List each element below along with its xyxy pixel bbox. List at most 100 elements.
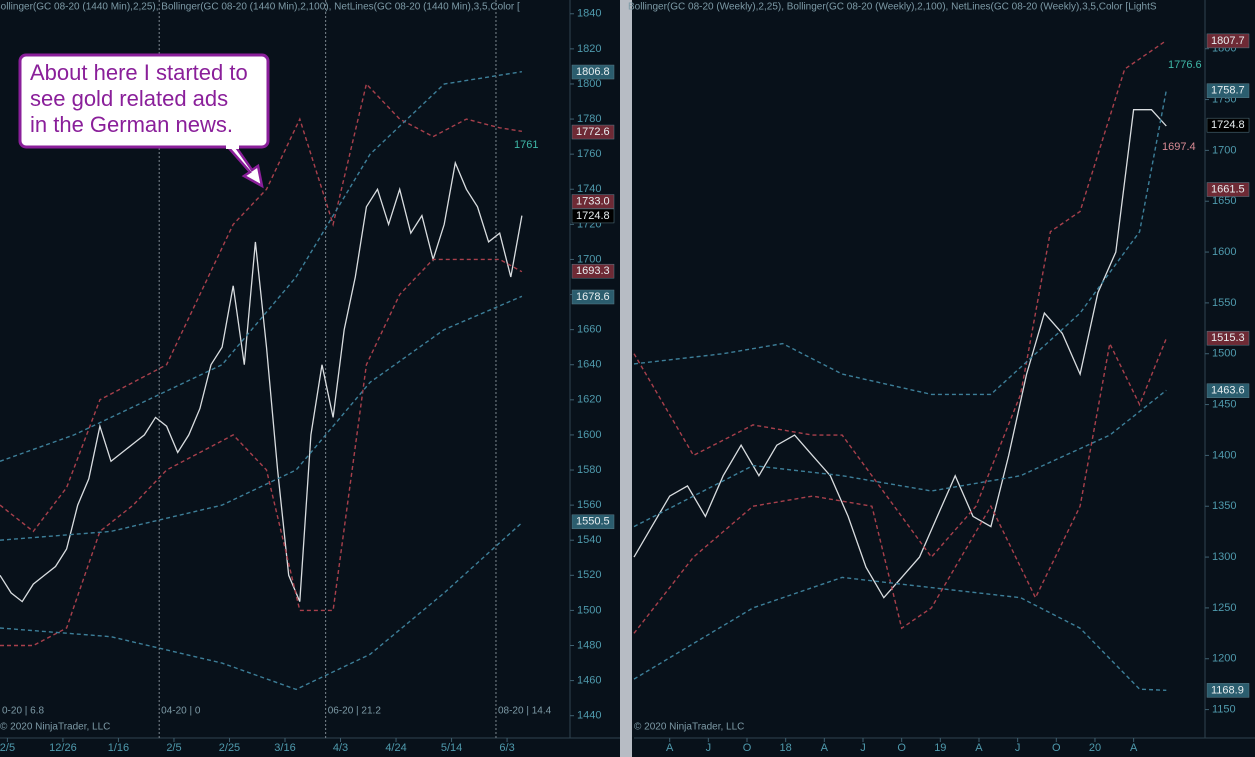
price-tag-label: 1693.3 xyxy=(576,265,610,277)
x-tick-label: J xyxy=(860,742,866,754)
price-tag xyxy=(571,514,615,530)
x-tick-label: O xyxy=(1052,742,1061,754)
band-line xyxy=(633,389,1167,528)
y-tick-label: 1550 xyxy=(1212,297,1236,309)
x-tick-label: O xyxy=(743,742,752,754)
y-tick-label: 1150 xyxy=(1212,703,1236,715)
price-line xyxy=(0,160,523,603)
x-tick-label: 4/3 xyxy=(333,742,348,754)
x-tick-label: 2/25 xyxy=(219,742,240,754)
band-line xyxy=(0,522,523,691)
callout-box xyxy=(18,53,270,149)
price-tag-label: 1463.6 xyxy=(1211,385,1245,397)
x-tick-label: 12/26 xyxy=(49,742,77,754)
y-tick-label: 1700 xyxy=(1212,144,1236,156)
x-tick-label: A xyxy=(975,742,983,754)
price-tag-label: 1807.7 xyxy=(1211,35,1245,47)
x-tick-label: A xyxy=(1130,742,1138,754)
y-tick-label: 1600 xyxy=(577,429,601,441)
period-label: 08-20 | 14.4 xyxy=(498,706,552,717)
panel-separator xyxy=(620,0,632,757)
price-tag xyxy=(571,208,615,224)
copyright: © 2020 NinjaTrader, LLC xyxy=(634,722,744,733)
y-tick-label: 1620 xyxy=(577,394,601,406)
callout-text: About here I started to xyxy=(30,60,248,85)
price-tag-label: 1758.7 xyxy=(1211,85,1245,97)
price-tag xyxy=(571,289,615,305)
x-tick-label: 3/16 xyxy=(274,742,295,754)
y-tick-label: 1400 xyxy=(1212,449,1236,461)
y-tick-label: 1640 xyxy=(577,359,601,371)
x-tick-label: O xyxy=(897,742,906,754)
y-tick-label: 1820 xyxy=(577,43,601,55)
y-tick-label: 1500 xyxy=(577,604,601,616)
price-tag-label: 1733.0 xyxy=(576,195,610,207)
x-tick-label: J xyxy=(1015,742,1021,754)
y-tick-label: 1520 xyxy=(577,569,601,581)
y-tick-label: 1650 xyxy=(1212,195,1236,207)
band-line xyxy=(0,82,523,533)
price-tag xyxy=(1206,83,1250,98)
price-line xyxy=(633,109,1167,599)
x-tick-label: 4/24 xyxy=(385,742,406,754)
x-tick-label: 1/16 xyxy=(108,742,129,754)
price-tag-label: 1661.5 xyxy=(1211,183,1245,195)
price-tag xyxy=(571,64,615,80)
y-tick-label: 1460 xyxy=(577,675,601,687)
x-tick-label: J xyxy=(706,742,712,754)
y-tick-label: 1300 xyxy=(1212,551,1236,563)
price-tag-label: 1168.9 xyxy=(1211,684,1244,696)
y-tick-label: 1450 xyxy=(1212,398,1236,410)
y-tick-label: 1540 xyxy=(577,534,601,546)
chart-panel: Bollinger(GC 08-20 (1440 Min),2,25), Bol… xyxy=(0,0,620,754)
price-tag-label: 1724.8 xyxy=(1211,119,1245,131)
y-tick-label: 1480 xyxy=(577,639,601,651)
band-line xyxy=(633,90,1167,396)
x-tick-label: 18 xyxy=(780,742,792,754)
y-tick-label: 1760 xyxy=(577,148,601,160)
period-label: 0-20 | 6.8 xyxy=(2,706,45,717)
callout-arrow xyxy=(225,145,264,189)
chart-panel: Bollinger(GC 08-20 (Weekly),2,25), Bolli… xyxy=(628,0,1255,754)
price-tag-label: 1515.3 xyxy=(1211,332,1245,344)
price-tag xyxy=(1206,117,1250,133)
band-line xyxy=(633,40,1167,559)
band-line xyxy=(0,258,523,647)
price-tag xyxy=(571,194,615,209)
period-label: 04-20 | 0 xyxy=(161,706,201,717)
y-tick-label: 1440 xyxy=(577,710,601,722)
price-tag-label: 1806.8 xyxy=(576,66,610,78)
price-tag-label: 1724.8 xyxy=(576,210,610,222)
y-tick-label: 1250 xyxy=(1212,602,1236,614)
price-annotation: 1697.4 xyxy=(1162,141,1196,153)
callout-text: in the German news. xyxy=(30,112,233,137)
price-tag-label: 1678.6 xyxy=(576,291,610,303)
callout-patch xyxy=(226,143,239,149)
period-label: 06-20 | 21.2 xyxy=(328,706,382,717)
chart-header: Bollinger(GC 08-20 (Weekly),2,25), Bolli… xyxy=(628,2,1157,13)
y-tick-label: 1600 xyxy=(1212,246,1236,258)
chart-header: Bollinger(GC 08-20 (1440 Min),2,25), Bol… xyxy=(0,2,520,13)
y-tick-label: 1560 xyxy=(577,499,601,511)
y-tick-label: 1350 xyxy=(1212,500,1236,512)
y-tick-label: 1200 xyxy=(1212,653,1236,665)
price-annotation: 1761 xyxy=(514,139,538,151)
x-tick-label: 5/14 xyxy=(441,742,462,754)
x-tick-label: 19 xyxy=(934,742,946,754)
price-annotation: 1776.6 xyxy=(1168,59,1202,71)
y-tick-label: 1800 xyxy=(577,78,601,90)
y-tick-label: 1780 xyxy=(577,113,601,125)
price-tag xyxy=(1206,182,1250,197)
callout-text: see gold related ads xyxy=(30,86,228,111)
price-tag xyxy=(1206,330,1250,346)
price-tag-label: 1772.6 xyxy=(576,126,610,138)
x-tick-label: 6/3 xyxy=(499,742,514,754)
x-tick-label: 2/5 xyxy=(166,742,181,754)
copyright: © 2020 NinjaTrader, LLC xyxy=(0,722,110,733)
x-tick-label: A xyxy=(821,742,829,754)
y-tick-label: 1700 xyxy=(577,253,601,265)
price-tag xyxy=(571,263,615,279)
band-line xyxy=(633,338,1167,634)
